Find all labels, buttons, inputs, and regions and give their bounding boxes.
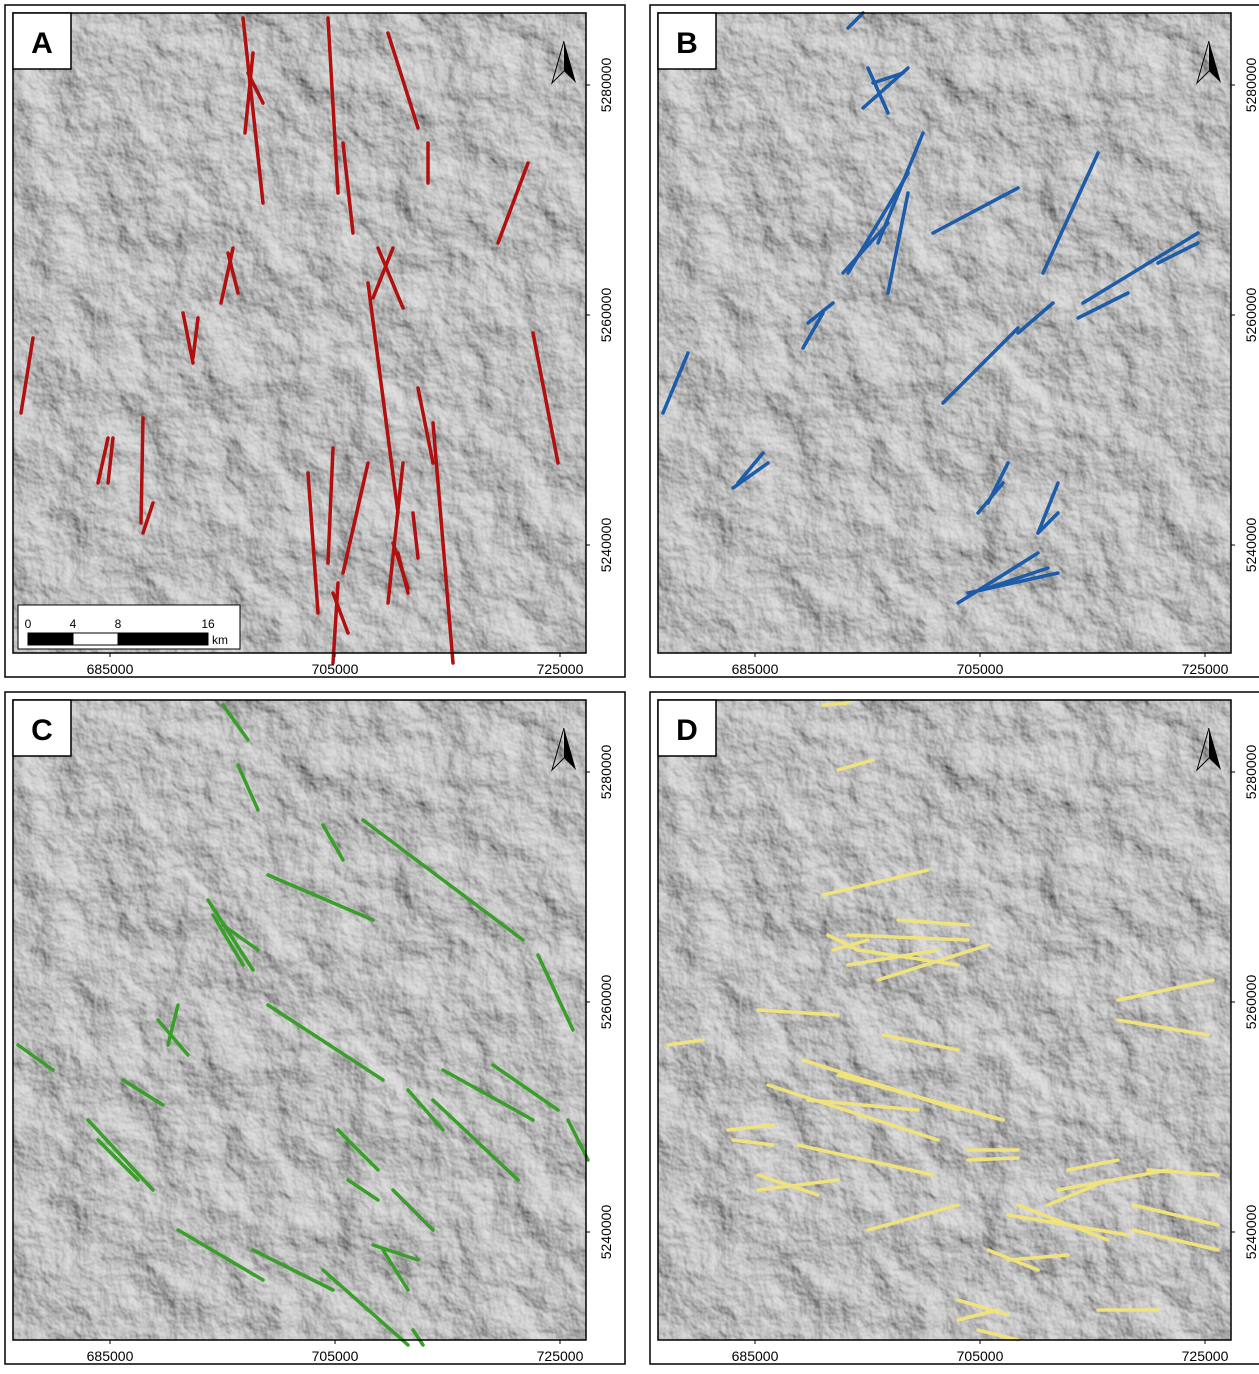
scale-segment — [73, 633, 118, 645]
y-tick-label: 5240000 — [598, 518, 614, 573]
hillshade — [658, 700, 1231, 1340]
lineament — [141, 418, 143, 523]
x-tick-label: 685000 — [732, 661, 779, 677]
figure: A 685000 705000 725000 5280000 5260000 5240000… — [0, 0, 1259, 1369]
y-tick-label: 5280000 — [1243, 745, 1259, 800]
x-tick-label: 685000 — [87, 1348, 134, 1364]
scale-label: 16 — [201, 617, 215, 631]
x-tick-label: 725000 — [1182, 661, 1229, 677]
y-tick-label: 5260000 — [1243, 975, 1259, 1030]
scale-segment — [118, 633, 208, 645]
panel-label: B — [676, 27, 698, 60]
x-tick-label: 705000 — [312, 661, 359, 677]
x-tick-label: 725000 — [537, 1348, 584, 1364]
map-area: B — [658, 13, 1231, 653]
x-tick-label: 685000 — [732, 1348, 779, 1364]
scale-label: 0 — [25, 617, 32, 631]
y-tick-label: 5260000 — [598, 288, 614, 343]
x-tick-label: 725000 — [537, 661, 584, 677]
lineament — [968, 1158, 1018, 1160]
map-area: C — [13, 700, 588, 1345]
y-tick-label: 5260000 — [1243, 288, 1259, 343]
x-tick-label: 705000 — [957, 661, 1004, 677]
hillshade — [13, 700, 586, 1340]
panel-label: A — [31, 27, 53, 60]
x-tick-label: 705000 — [957, 1348, 1004, 1364]
panel-label: D — [676, 714, 698, 747]
x-tick-label: 725000 — [1182, 1348, 1229, 1364]
scale-segment — [28, 633, 73, 645]
map-area: A — [13, 13, 586, 663]
hillshade — [658, 13, 1231, 653]
map-panel: D 685000 705000 725000 5280000 5260000 5240000 — [650, 692, 1259, 1364]
x-tick-label: 705000 — [312, 1348, 359, 1364]
y-tick-label: 5240000 — [1243, 518, 1259, 573]
lineament — [823, 703, 848, 705]
x-tick-label: 685000 — [87, 661, 134, 677]
y-tick-label: 5280000 — [598, 745, 614, 800]
hillshade — [13, 13, 586, 653]
y-tick-label: 5260000 — [598, 975, 614, 1030]
scale-label: 8 — [115, 617, 122, 631]
map-panel: C 685000 705000 725000 5280000 5260000 5240000 — [5, 692, 625, 1364]
y-tick-label: 5280000 — [1243, 58, 1259, 113]
scale-label: 4 — [70, 617, 77, 631]
panel-label: C — [31, 714, 53, 747]
y-tick-label: 5240000 — [1243, 1205, 1259, 1260]
map-area: D — [658, 700, 1231, 1340]
scale-unit: km — [212, 633, 228, 647]
map-panel: A 685000 705000 725000 5280000 5260000 5240000… — [5, 5, 625, 677]
y-tick-label: 5240000 — [598, 1205, 614, 1260]
y-tick-label: 5280000 — [598, 58, 614, 113]
map-panel: B 685000 705000 725000 5280000 5260000 5240000 — [650, 5, 1259, 677]
scale-bar: 0 4 8 16 km — [18, 605, 240, 649]
